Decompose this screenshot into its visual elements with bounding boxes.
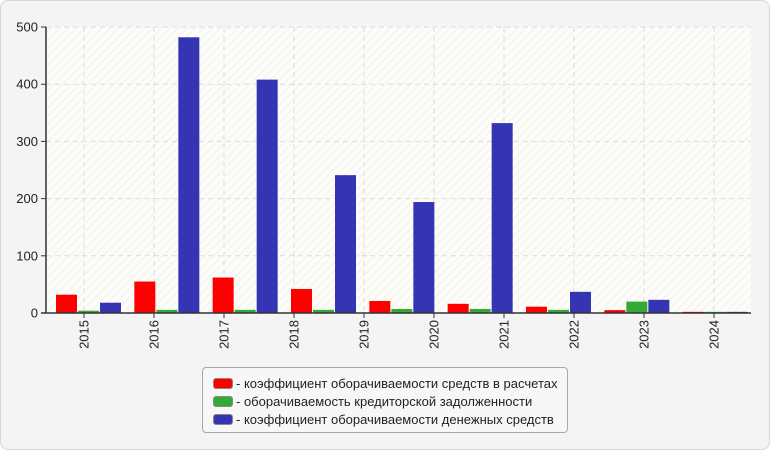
legend-label: - оборачиваемость кредиторской задолженн…	[236, 393, 533, 409]
bar	[626, 301, 648, 313]
x-tick-label: 2018	[287, 320, 302, 349]
bar	[256, 79, 278, 314]
legend-label: - коэффициент оборачиваемости средств в …	[236, 375, 558, 391]
bar	[100, 302, 121, 313]
x-tick-label: 2021	[497, 320, 512, 349]
bar	[156, 309, 178, 313]
bar	[413, 202, 435, 313]
plot-area	[46, 27, 751, 313]
bar	[604, 310, 626, 313]
bar	[369, 300, 391, 313]
bar	[447, 303, 469, 313]
y-tick-label: 400	[16, 77, 38, 92]
bar	[291, 288, 312, 313]
bar	[313, 309, 334, 313]
bar	[570, 291, 591, 313]
bar	[548, 309, 569, 313]
legend: - коэффициент оборачиваемости средств в …	[202, 367, 568, 433]
x-tick-label: 2024	[707, 320, 722, 349]
bar	[335, 175, 356, 313]
x-tick-label: 2023	[637, 320, 652, 349]
x-tick-label: 2017	[217, 320, 232, 349]
legend-item: - оборачиваемость кредиторской задолженн…	[213, 392, 567, 410]
y-tick-label: 200	[16, 191, 38, 206]
y-tick-label: 0	[31, 306, 38, 321]
bar	[212, 277, 234, 313]
x-tick-label: 2020	[427, 320, 442, 349]
y-tick-label: 500	[16, 20, 38, 35]
bar	[134, 281, 156, 313]
legend-swatch-green	[213, 395, 233, 407]
bar	[491, 123, 513, 313]
bar-chart: 0 100 200 300 400 500 2015 2016 2017 2018 2019 2020…	[16, 20, 751, 349]
x-tick-label: 2022	[567, 320, 582, 349]
x-tick-label: 2019	[357, 320, 372, 349]
bar	[234, 309, 256, 313]
legend-label: - коэффициент оборачиваемости денежных с…	[236, 411, 554, 427]
legend-swatch-red	[213, 377, 233, 389]
bar	[178, 37, 200, 314]
bar	[469, 308, 491, 313]
y-tick-label: 300	[16, 134, 38, 149]
bar	[56, 294, 77, 313]
bar	[526, 306, 547, 313]
bar	[78, 310, 99, 313]
legend-swatch-blue	[213, 413, 233, 425]
y-tick-label: 100	[16, 248, 38, 263]
x-tick-label: 2016	[147, 320, 162, 349]
bar	[391, 308, 413, 313]
legend-item: - коэффициент оборачиваемости денежных с…	[213, 410, 567, 428]
bar	[648, 299, 670, 313]
legend-item: - коэффициент оборачиваемости средств в …	[213, 374, 567, 392]
x-tick-label: 2015	[77, 320, 92, 349]
